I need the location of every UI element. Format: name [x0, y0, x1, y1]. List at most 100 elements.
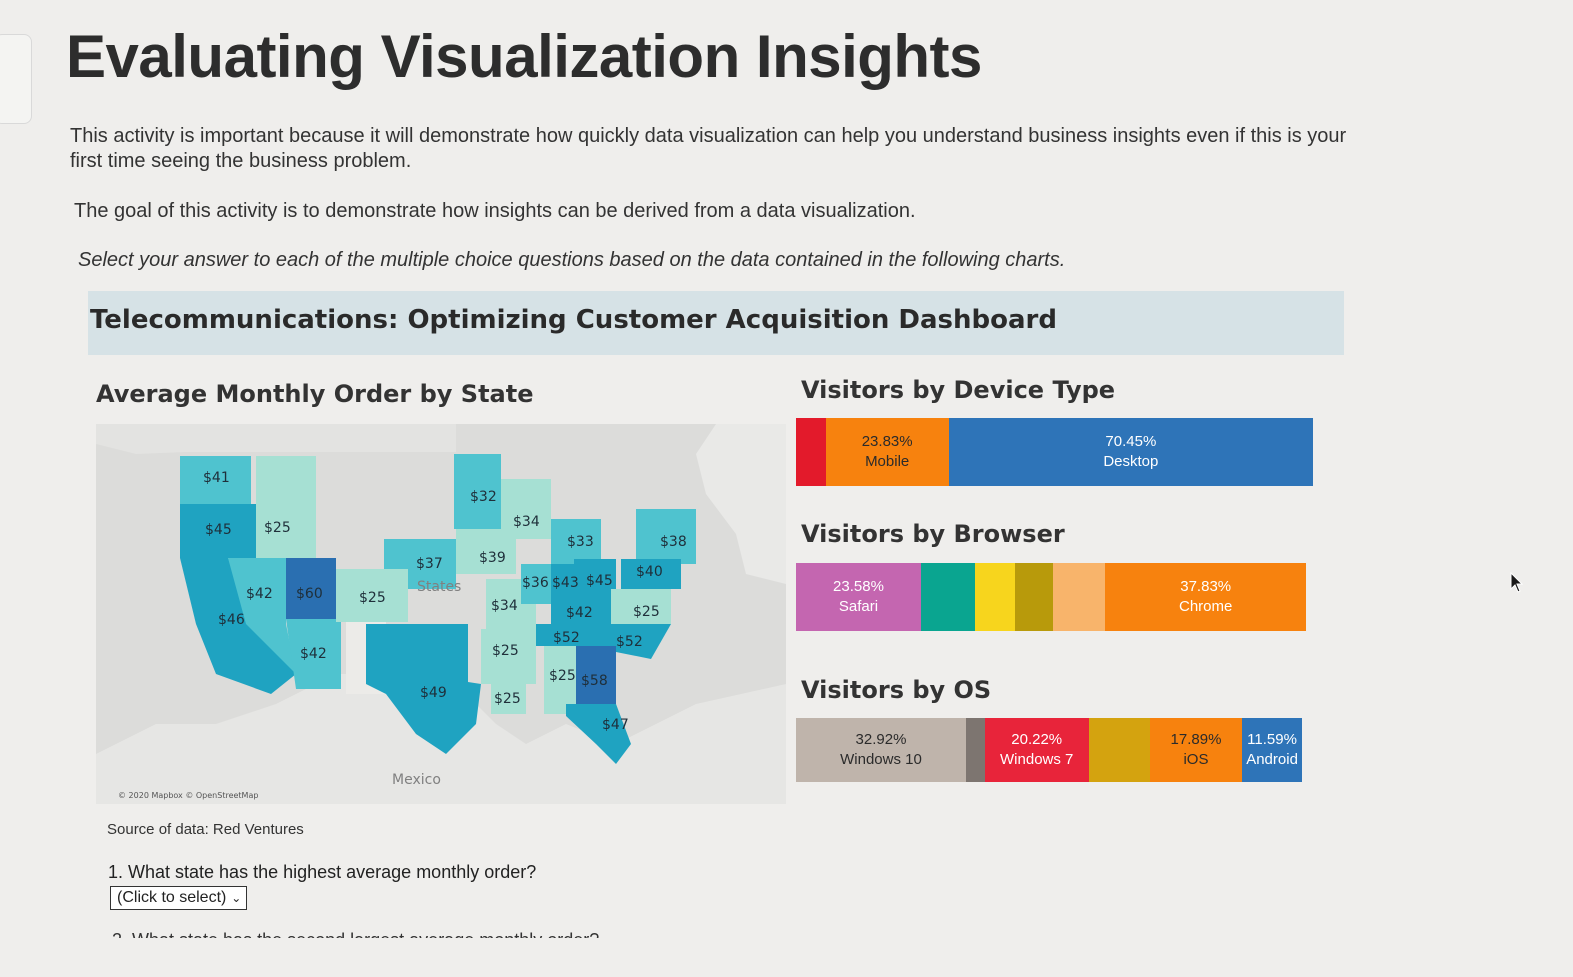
map-label-ar: $25 [492, 643, 519, 659]
map-label-wi: $34 [513, 514, 540, 530]
question-1-select[interactable]: (Click to select) ⌄ [110, 886, 248, 910]
state-ne[interactable] [384, 539, 456, 589]
state-wi[interactable] [501, 479, 551, 539]
bar-segment-desktop[interactable]: 70.45% Desktop [948, 418, 1313, 486]
map-label-mn: $32 [470, 489, 497, 505]
map-label-or: $45 [205, 522, 232, 538]
map-label-wa: $41 [203, 470, 230, 486]
map-label-pa: $40 [636, 564, 663, 580]
bar-segment-value: 20.22% [1011, 731, 1063, 748]
state-ar[interactable] [481, 629, 536, 684]
map-label-ky: $42 [566, 605, 593, 621]
map-label-mo: $34 [491, 598, 518, 614]
bar-segment-other-0[interactable] [796, 418, 826, 486]
bar-segment-name: Windows 7 [1000, 751, 1074, 768]
map-label-va: $25 [633, 604, 660, 620]
state-in[interactable] [551, 564, 574, 602]
state-la[interactable] [491, 684, 526, 714]
device-chart-title: Visitors by Device Type [801, 376, 1116, 404]
state-fl[interactable] [566, 704, 631, 764]
bar-segment-mobile[interactable]: 23.83% Mobile [825, 418, 949, 486]
state-nv[interactable] [228, 558, 296, 674]
intro-paragraph: This activity is important because it wi… [70, 125, 1347, 172]
bar-segment-windows-10[interactable]: 32.92% Windows 10 [796, 718, 966, 782]
state-map[interactable]: $41 $45 $25 $46 $42 $60 $42 $25 $37 $32 … [96, 424, 786, 804]
state-ga[interactable] [576, 646, 616, 704]
map-label-oh: $45 [586, 573, 613, 589]
os-chart-title: Visitors by OS [801, 676, 992, 704]
bar-segment-value: 23.58% [833, 578, 884, 595]
map-label-al: $25 [549, 668, 576, 684]
dashboard-header: Telecommunications: Optimizing Customer … [88, 291, 1344, 355]
map-label-ia: $39 [479, 550, 506, 566]
bar-segment-android[interactable]: 11.59% Android [1242, 718, 1302, 782]
state-oh[interactable] [574, 559, 616, 599]
bar-segment-name: iOS [1183, 751, 1209, 768]
state-id[interactable] [256, 456, 316, 572]
bar-segment-other-3[interactable] [1088, 718, 1150, 782]
bar-segment-value: 17.89% [1170, 731, 1222, 748]
bar-segment-value: 32.92% [855, 731, 907, 748]
map-label-tn: $52 [553, 630, 580, 646]
state-nc[interactable] [601, 624, 671, 659]
bar-segment-value: 23.83% [861, 433, 913, 450]
bar-segment-chrome[interactable]: 37.83% Chrome [1105, 563, 1306, 631]
map-label-mi: $33 [567, 534, 594, 550]
bar-segment-name: Chrome [1179, 598, 1233, 615]
bar-segment-other-4[interactable] [1053, 563, 1106, 631]
map-svg: $41 $45 $25 $46 $42 $60 $42 $25 $37 $32 … [96, 424, 786, 804]
bar-segment-other-2[interactable] [975, 563, 1016, 631]
map-label-co: $25 [359, 590, 386, 606]
state-ny[interactable] [636, 509, 696, 564]
state-ut[interactable] [286, 558, 336, 619]
state-or[interactable] [180, 504, 256, 558]
bar-segment-other-1[interactable] [965, 718, 985, 782]
map-label-nc: $52 [616, 634, 643, 650]
bar-segment-windows-7[interactable]: 20.22% Windows 7 [984, 718, 1089, 782]
state-pa[interactable] [621, 559, 681, 589]
map-label-nv: $42 [246, 586, 273, 602]
state-al[interactable] [544, 646, 576, 714]
device-stacked-bar[interactable]: 23.83% Mobile 70.45% Desktop [796, 418, 1313, 486]
state-ia[interactable] [456, 529, 516, 574]
state-mi[interactable] [551, 519, 601, 564]
bar-segment-other-3[interactable] [1015, 563, 1054, 631]
state-va[interactable] [611, 589, 671, 624]
map-label-ca: $46 [218, 612, 245, 628]
state-tx[interactable] [366, 624, 481, 754]
browser-stacked-bar[interactable]: 23.58% Safari 37.83% Chrome [796, 563, 1306, 631]
bar-segment-value: 37.83% [1180, 578, 1232, 595]
bar-segment-name: Desktop [1103, 453, 1159, 470]
map-label-ny: $38 [660, 534, 687, 550]
chevron-down-icon: ⌄ [231, 891, 242, 905]
question-1-select-value: (Click to select) [117, 889, 227, 906]
bar-segment-ios[interactable]: 17.89% iOS [1149, 718, 1243, 782]
bar-segment-safari[interactable]: 23.58% Safari [796, 563, 921, 631]
map-label-az: $42 [300, 646, 327, 662]
state-ca[interactable] [180, 558, 296, 694]
map-title: Average Monthly Order by State [96, 380, 534, 408]
map-label-il: $36 [522, 575, 549, 591]
state-az[interactable] [286, 619, 341, 689]
bar-segment-value: 11.59% [1247, 731, 1297, 748]
state-il[interactable] [521, 564, 551, 604]
question-1: 1. What state has the highest average mo… [108, 862, 537, 882]
state-ky[interactable] [551, 599, 621, 624]
page-side-tab[interactable] [0, 34, 32, 124]
bar-segment-name: Mobile [865, 453, 910, 470]
bar-segment-name: Safari [838, 598, 879, 615]
question-2: 2. What state has the second largest ave… [112, 927, 599, 938]
land-canada-east [696, 424, 786, 584]
state-co[interactable] [336, 569, 408, 622]
state-mn[interactable] [454, 454, 501, 529]
state-wa[interactable] [180, 456, 251, 504]
map-label-ne: $37 [416, 556, 443, 572]
map-states-label: States [417, 579, 461, 595]
mouse-cursor-icon [1510, 572, 1524, 593]
bar-segment-other-1[interactable] [920, 563, 976, 631]
state-tn[interactable] [536, 624, 601, 646]
land-canada [96, 424, 456, 454]
map-label-fl: $47 [602, 717, 629, 733]
os-stacked-bar[interactable]: 32.92% Windows 10 20.22% Windows 7 17.89% iOS… [796, 718, 1302, 782]
goal-paragraph: The goal of this activity is to demonstr… [74, 200, 916, 222]
